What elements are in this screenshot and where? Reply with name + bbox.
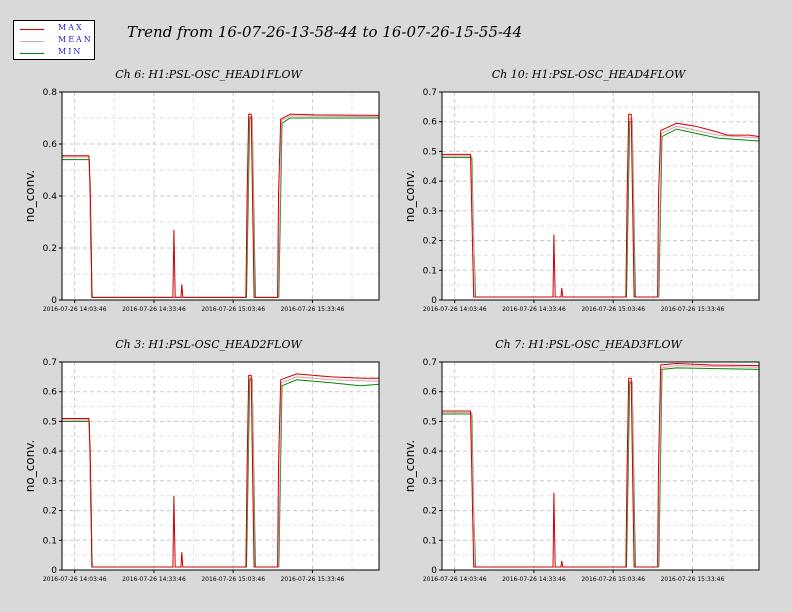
- x-tick-label: 2016-07-26 15:03:46: [581, 306, 645, 313]
- x-tick-label: 2016-07-26 15:33:46: [661, 576, 725, 583]
- series-line-mean: [442, 365, 760, 568]
- y-tick-label: 0: [51, 296, 57, 306]
- legend-item-min: MIN: [14, 47, 96, 59]
- x-tick-label: 2016-07-26 14:03:46: [423, 306, 487, 313]
- series-line-max: [442, 113, 760, 298]
- y-tick-label: 0.2: [423, 237, 437, 247]
- y-tick-label: 0.6: [43, 388, 58, 398]
- y-tick-label: 0.3: [423, 477, 437, 487]
- x-tick-label: 2016-07-26 14:33:46: [122, 576, 186, 583]
- y-tick-label: 0.5: [423, 147, 437, 157]
- plot-title: Ch 6: H1:PSL-OSC_HEAD1FLOW: [115, 68, 303, 81]
- y-tick-label: 0.1: [43, 536, 57, 546]
- legend-label-min: MIN: [58, 47, 83, 56]
- x-tick-label: 2016-07-26 15:33:46: [281, 306, 345, 313]
- y-tick-label: 0.1: [423, 266, 437, 276]
- y-tick-label: 0: [51, 566, 57, 576]
- plot-frame: [441, 91, 760, 301]
- x-tick-label: 2016-07-26 15:33:46: [281, 576, 345, 583]
- series-line-max: [62, 113, 380, 298]
- legend-label-mean: MEAN: [58, 35, 93, 44]
- plot-1: 0 0.1 0.2 0.3 0.4 0.5 0.6 0.7 2016-07-26 14:03:4…: [403, 68, 760, 313]
- y-tick-label: 0.6: [423, 118, 438, 128]
- legend-swatch-min: [20, 53, 44, 54]
- page-title: Trend from 16-07-26-13-58-44 to 16-07-26…: [127, 23, 523, 41]
- y-tick-label: 0.6: [43, 140, 58, 150]
- x-tick-label: 2016-07-26 14:33:46: [502, 576, 566, 583]
- x-tick-label: 2016-07-26 14:03:46: [43, 576, 107, 583]
- y-tick-label: 0.7: [43, 358, 57, 368]
- y-tick-label: 0.8: [43, 88, 58, 98]
- y-tick-label: 0.4: [423, 447, 438, 457]
- y-tick-label: 0.2: [43, 507, 57, 517]
- y-tick-label: 0: [431, 566, 437, 576]
- plot-title: Ch 7: H1:PSL-OSC_HEAD3FLOW: [495, 338, 683, 351]
- y-tick-label: 0.5: [423, 417, 437, 427]
- x-tick-label: 2016-07-26 15:03:46: [201, 306, 265, 313]
- y-tick-label: 0.4: [43, 192, 58, 202]
- legend-item-max: MAX: [14, 23, 96, 35]
- legend-item-mean: MEAN: [14, 35, 96, 47]
- y-axis-label: no_conv.: [403, 440, 417, 492]
- y-tick-label: 0.3: [43, 477, 57, 487]
- y-tick-label: 0.5: [43, 417, 57, 427]
- y-tick-label: 0: [431, 296, 437, 306]
- legend: MAX MEAN MIN: [13, 20, 95, 60]
- y-tick-label: 0.6: [423, 388, 438, 398]
- plot-0: 0 0.2 0.4 0.6 0.8 2016-07-26 14:03:46 2016-07-…: [23, 68, 380, 313]
- y-tick-label: 0.4: [423, 177, 438, 187]
- plot-3: 0 0.1 0.2 0.3 0.4 0.5 0.6 0.7 2016-07-26 14:03:4…: [403, 338, 760, 583]
- plot-title: Ch 3: H1:PSL-OSC_HEAD2FLOW: [115, 338, 303, 351]
- legend-label-max: MAX: [58, 23, 84, 32]
- y-tick-label: 0.4: [43, 447, 58, 457]
- x-tick-label: 2016-07-26 15:03:46: [201, 576, 265, 583]
- plot-frame: [61, 361, 380, 571]
- x-tick-label: 2016-07-26 14:03:46: [43, 306, 107, 313]
- y-axis-label: no_conv.: [23, 170, 37, 222]
- plot-frame: [441, 361, 760, 571]
- series-line-mean: [442, 118, 760, 298]
- series-line-max: [442, 362, 760, 568]
- plot-title: Ch 10: H1:PSL-OSC_HEAD4FLOW: [492, 68, 687, 81]
- y-tick-label: 0.7: [423, 358, 437, 368]
- series-line-max: [62, 373, 379, 568]
- y-tick-label: 0.2: [43, 244, 57, 254]
- y-axis-label: no_conv.: [403, 170, 417, 222]
- x-tick-label: 2016-07-26 15:33:46: [661, 306, 725, 313]
- x-tick-label: 2016-07-26 14:33:46: [122, 306, 186, 313]
- y-tick-label: 0.1: [423, 536, 437, 546]
- x-tick-label: 2016-07-26 14:33:46: [502, 306, 566, 313]
- y-tick-label: 0.7: [423, 88, 437, 98]
- legend-swatch-mean: [20, 41, 44, 42]
- x-tick-label: 2016-07-26 15:03:46: [581, 576, 645, 583]
- plot-2: 0 0.1 0.2 0.3 0.4 0.5 0.6 0.7 2016-07-26 14:03:4…: [23, 338, 380, 583]
- y-axis-label: no_conv.: [23, 440, 37, 492]
- y-tick-label: 0.3: [423, 207, 437, 217]
- legend-swatch-max: [20, 29, 44, 30]
- x-tick-label: 2016-07-26 14:03:46: [423, 576, 487, 583]
- y-tick-label: 0.2: [423, 507, 437, 517]
